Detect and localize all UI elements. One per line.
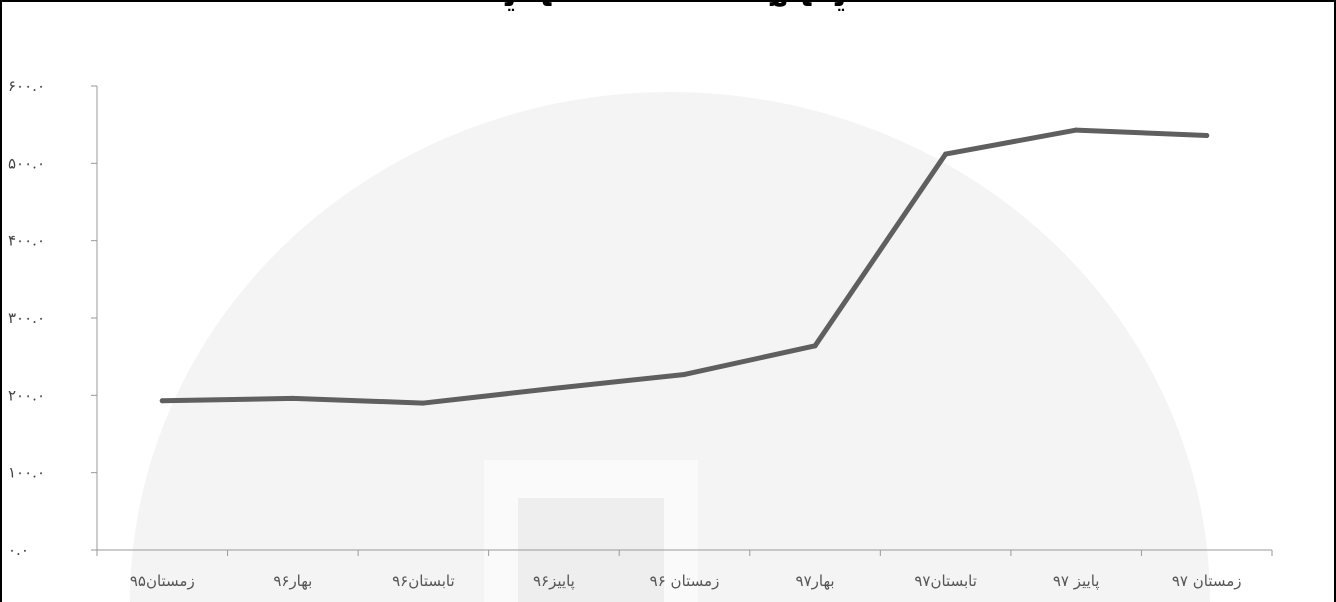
x-category-label: بهار۹۷ [796, 572, 835, 590]
svg-text:ﯾ: ﯾ [834, 0, 846, 14]
chart-title-fragment: ﯾ ﺎ ﻣ ﺎ ﯾ [504, 0, 846, 14]
x-category-label: زمستان ۹۶ [650, 572, 720, 590]
y-tick-label: ۰.۰ [8, 541, 29, 559]
data-point [420, 400, 426, 406]
data-point [1073, 127, 1079, 133]
data-point [290, 395, 296, 401]
svg-text:ﺎ: ﺎ [540, 0, 552, 14]
data-point [812, 343, 818, 349]
y-axis-ticks: ۰.۰ ۱۰۰.۰ ۲۰۰.۰ ۳۰۰.۰ ۴۰۰.۰ ۵۰۰.۰ ۶۰۰.۰ [8, 77, 97, 559]
y-tick-label: ۱۰۰.۰ [8, 464, 45, 482]
data-point [943, 151, 949, 157]
y-tick-label: ۵۰۰.۰ [8, 154, 45, 172]
svg-text:ﯾ: ﯾ [504, 0, 516, 14]
y-tick-label: ۲۰۰.۰ [8, 386, 45, 404]
x-category-label: پاییز۹۶ [533, 572, 575, 591]
y-tick-label: ۳۰۰.۰ [8, 309, 45, 327]
x-category-label: تابستان۹۶ [392, 572, 455, 590]
data-point [1204, 132, 1210, 138]
x-category-label: پاییز ۹۷ [1053, 572, 1100, 591]
x-axis-ticks: زمستان۹۵ بهار۹۶ تابستان۹۶ پاییز۹۶ زمستان ۹۶ ب… [96, 550, 1273, 591]
data-point [682, 371, 687, 377]
data-point [159, 398, 165, 404]
y-tick-label: ۶۰۰.۰ [8, 77, 45, 95]
x-category-label: تابستان۹۷ [914, 572, 977, 590]
svg-text:ﻣ: ﻣ [769, 0, 789, 14]
data-point [551, 385, 557, 391]
x-category-label: بهار۹۶ [273, 572, 312, 590]
watermark-logo [130, 92, 1210, 602]
x-category-label: زمستان ۹۷ [1172, 572, 1242, 590]
series [159, 127, 1210, 406]
x-category-label: زمستان۹۵ [130, 572, 195, 590]
y-tick-label: ۴۰۰.۰ [8, 232, 45, 250]
svg-text:ﺎ: ﺎ [800, 0, 812, 14]
